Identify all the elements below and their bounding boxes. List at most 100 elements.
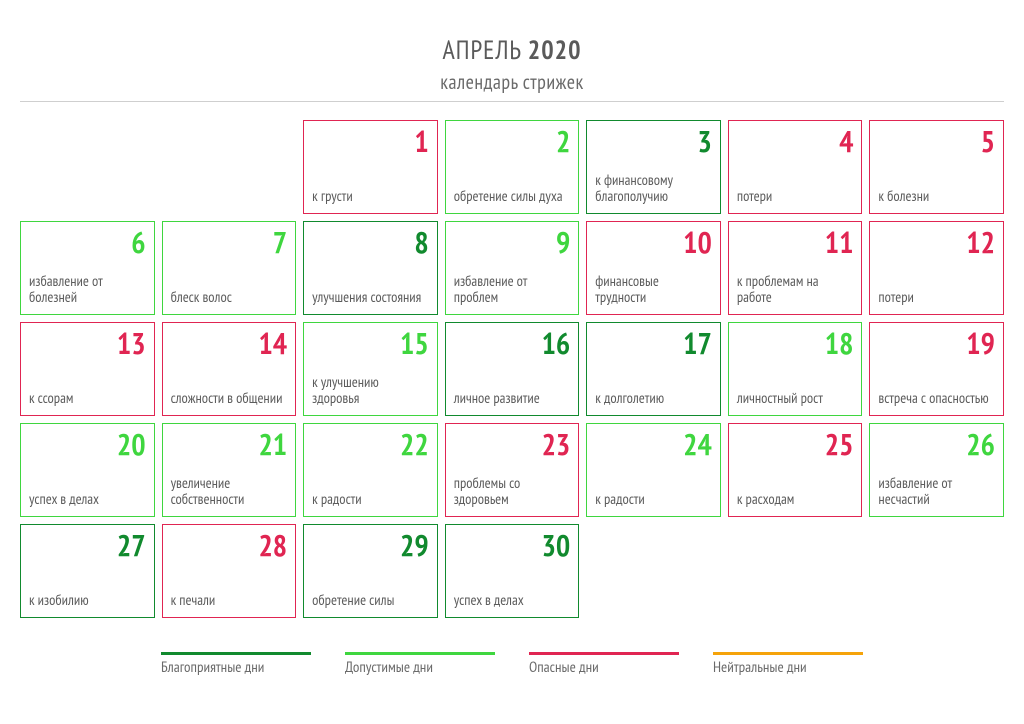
day-number: 15 bbox=[312, 329, 429, 359]
day-description: избавление от несчастий bbox=[878, 476, 995, 508]
day-description: к печали bbox=[171, 593, 288, 609]
day-description: обретение силы bbox=[312, 593, 429, 609]
day-cell: 28 к печали bbox=[162, 524, 297, 618]
day-cell: 23проблемы со здоровьем bbox=[445, 423, 580, 517]
legend: Благоприятные дни Допустимые дни Опасные д… bbox=[20, 652, 1004, 677]
legend-item: Допустимые дни bbox=[345, 652, 495, 677]
day-cell: 4 потери bbox=[728, 120, 863, 214]
day-cell: 30 успех в делах bbox=[445, 524, 580, 618]
empty-cell bbox=[162, 120, 297, 214]
day-cell: 15 к улучшению здоровья bbox=[303, 322, 438, 416]
legend-label: Опасные дни bbox=[529, 658, 679, 677]
day-number: 2 bbox=[454, 127, 571, 157]
day-number: 4 bbox=[737, 127, 854, 157]
day-description: к улучшению здоровья bbox=[312, 375, 429, 407]
day-number: 19 bbox=[878, 329, 995, 359]
day-number: 30 bbox=[454, 531, 571, 561]
legend-label: Допустимые дни bbox=[345, 658, 495, 677]
day-cell: 17 к долголетию bbox=[586, 322, 721, 416]
day-cell: 21 увеличение собственности bbox=[162, 423, 297, 517]
day-number: 1 bbox=[312, 127, 429, 157]
day-number: 8 bbox=[312, 228, 429, 258]
day-cell: 1к грусти bbox=[303, 120, 438, 214]
legend-color-bar bbox=[345, 652, 495, 655]
day-description: к радости bbox=[595, 492, 712, 508]
day-description: успех в делах bbox=[454, 593, 571, 609]
day-description: к расходам bbox=[737, 492, 854, 508]
day-description: к финансовому благополучию bbox=[595, 173, 712, 205]
day-cell: 18 личностный рост bbox=[728, 322, 863, 416]
title-month: АПРЕЛЬ bbox=[442, 34, 521, 67]
day-number: 28 bbox=[171, 531, 288, 561]
day-cell: 10 финансовые трудности bbox=[586, 221, 721, 315]
day-description: избавление от проблем bbox=[454, 274, 571, 306]
day-cell: 13к ссорам bbox=[20, 322, 155, 416]
day-number: 29 bbox=[312, 531, 429, 561]
day-number: 22 bbox=[312, 430, 429, 460]
day-cell: 8 улучшения состояния bbox=[303, 221, 438, 315]
day-cell: 16 личное развитие bbox=[445, 322, 580, 416]
day-cell: 29 обретение силы bbox=[303, 524, 438, 618]
title-year: 2020 bbox=[528, 34, 582, 67]
day-cell: 22 к радости bbox=[303, 423, 438, 517]
day-cell: 2 обретение силы духа bbox=[445, 120, 580, 214]
day-description: личностный рост bbox=[737, 391, 854, 407]
day-number: 16 bbox=[454, 329, 571, 359]
day-description: избавление от болезней bbox=[29, 274, 146, 306]
day-cell: 24 к радости bbox=[586, 423, 721, 517]
day-cell: 26 избавление от несчастий bbox=[869, 423, 1004, 517]
day-cell: 25 к расходам bbox=[728, 423, 863, 517]
day-number: 26 bbox=[878, 430, 995, 460]
day-cell: 7блеск волос bbox=[162, 221, 297, 315]
day-number: 12 bbox=[878, 228, 995, 258]
day-description: встреча с опасностью bbox=[878, 391, 995, 407]
legend-label: Благоприятные дни bbox=[161, 658, 311, 677]
day-number: 17 bbox=[595, 329, 712, 359]
day-number: 14 bbox=[171, 329, 288, 359]
day-description: к долголетию bbox=[595, 391, 712, 407]
day-description: к радости bbox=[312, 492, 429, 508]
day-description: сложности в общении bbox=[171, 391, 288, 407]
day-description: личное развитие bbox=[454, 391, 571, 407]
day-description: блеск волос bbox=[171, 290, 288, 306]
day-description: потери bbox=[737, 189, 854, 205]
day-number: 10 bbox=[595, 228, 712, 258]
day-number: 9 bbox=[454, 228, 571, 258]
day-description: к болезни bbox=[878, 189, 995, 205]
day-description: потери bbox=[878, 290, 995, 306]
day-cell: 11 к проблемам на работе bbox=[728, 221, 863, 315]
calendar-grid: 1к грусти 2 обретение силы духа 3 к финансов… bbox=[20, 120, 1004, 618]
subtitle: календарь стрижек bbox=[20, 69, 1004, 95]
day-cell: 5 к болезни bbox=[869, 120, 1004, 214]
day-number: 18 bbox=[737, 329, 854, 359]
day-number: 23 bbox=[454, 430, 571, 460]
day-cell: 9 избавление от проблем bbox=[445, 221, 580, 315]
day-cell: 27к изобилию bbox=[20, 524, 155, 618]
legend-color-bar bbox=[713, 652, 863, 655]
day-cell: 19 встреча с опасностью bbox=[869, 322, 1004, 416]
day-number: 11 bbox=[737, 228, 854, 258]
day-cell: 12 потери bbox=[869, 221, 1004, 315]
day-cell: 14 сложности в общении bbox=[162, 322, 297, 416]
day-number: 21 bbox=[171, 430, 288, 460]
legend-item: Опасные дни bbox=[529, 652, 679, 677]
day-description: к изобилию bbox=[29, 593, 146, 609]
day-number: 24 bbox=[595, 430, 712, 460]
day-description: улучшения состояния bbox=[312, 290, 429, 306]
calendar-header: АПРЕЛЬ 2020 календарь стрижек bbox=[20, 34, 1004, 95]
day-number: 13 bbox=[29, 329, 146, 359]
legend-item: Благоприятные дни bbox=[161, 652, 311, 677]
day-description: финансовые трудности bbox=[595, 274, 712, 306]
title-line: АПРЕЛЬ 2020 bbox=[20, 34, 1004, 67]
legend-color-bar bbox=[161, 652, 311, 655]
day-description: увеличение собственности bbox=[171, 476, 288, 508]
day-description: к проблемам на работе bbox=[737, 274, 854, 306]
day-number: 3 bbox=[595, 127, 712, 157]
day-description: обретение силы духа bbox=[454, 189, 571, 205]
day-number: 5 bbox=[878, 127, 995, 157]
day-cell: 3 к финансовому благополучию bbox=[586, 120, 721, 214]
divider bbox=[20, 101, 1004, 102]
day-cell: 6избавление от болезней bbox=[20, 221, 155, 315]
day-number: 25 bbox=[737, 430, 854, 460]
day-number: 20 bbox=[29, 430, 146, 460]
